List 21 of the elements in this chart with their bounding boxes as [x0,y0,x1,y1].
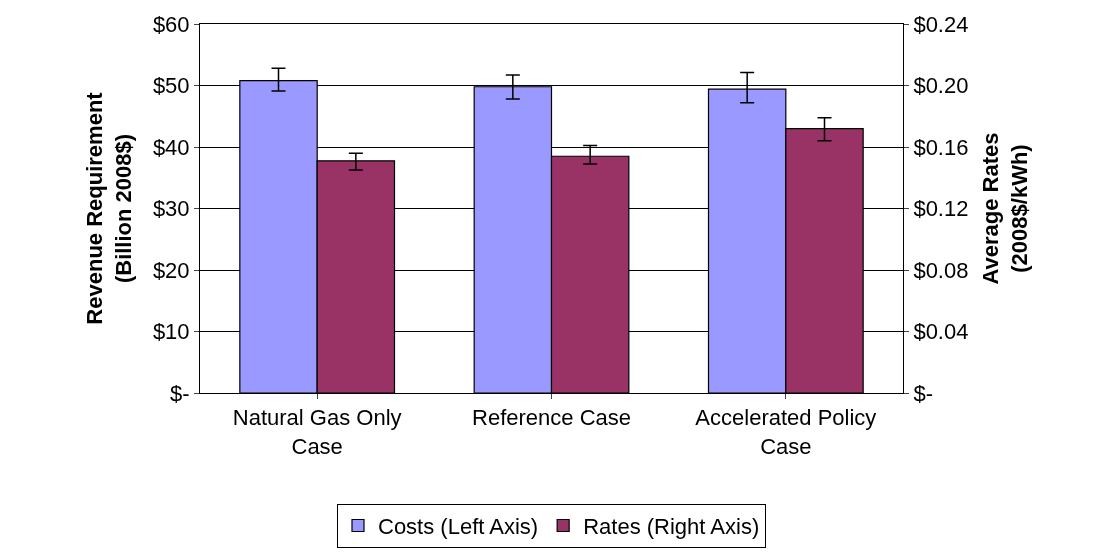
y-axis-title: Revenue Requirement (Billion 2008$) [82,91,136,325]
y2-tick-label: $0.24 [913,11,969,37]
y-tick-label: $40 [152,134,190,160]
y2-axis-title: Average Rates (2008$/kWh) [978,132,1032,285]
x-tick-label: Accelerated Policy Case [695,405,877,459]
y2-tick-label: $0.16 [913,134,969,160]
y-tick-label: $60 [152,11,190,37]
x-tick-label: Natural Gas Only Case [232,405,402,459]
legend-label: Costs (Left Axis) [378,514,539,540]
legend-label: Rates (Right Axis) [583,514,760,540]
y2-tick-label: $0.20 [913,73,969,99]
x-tick-label: Reference Case [472,405,631,431]
y2-tick-label: $- [913,380,933,406]
y-tick-label: $10 [152,319,190,345]
y2-tick-label: $0.08 [913,257,969,283]
y-tick-label: $50 [152,73,190,99]
y-tick-label: $- [170,380,190,406]
y2-tick-label: $0.04 [913,319,969,345]
y-tick-label: $30 [152,196,190,222]
y2-tick-label: $0.12 [913,196,969,222]
y-tick-label: $20 [152,257,190,283]
